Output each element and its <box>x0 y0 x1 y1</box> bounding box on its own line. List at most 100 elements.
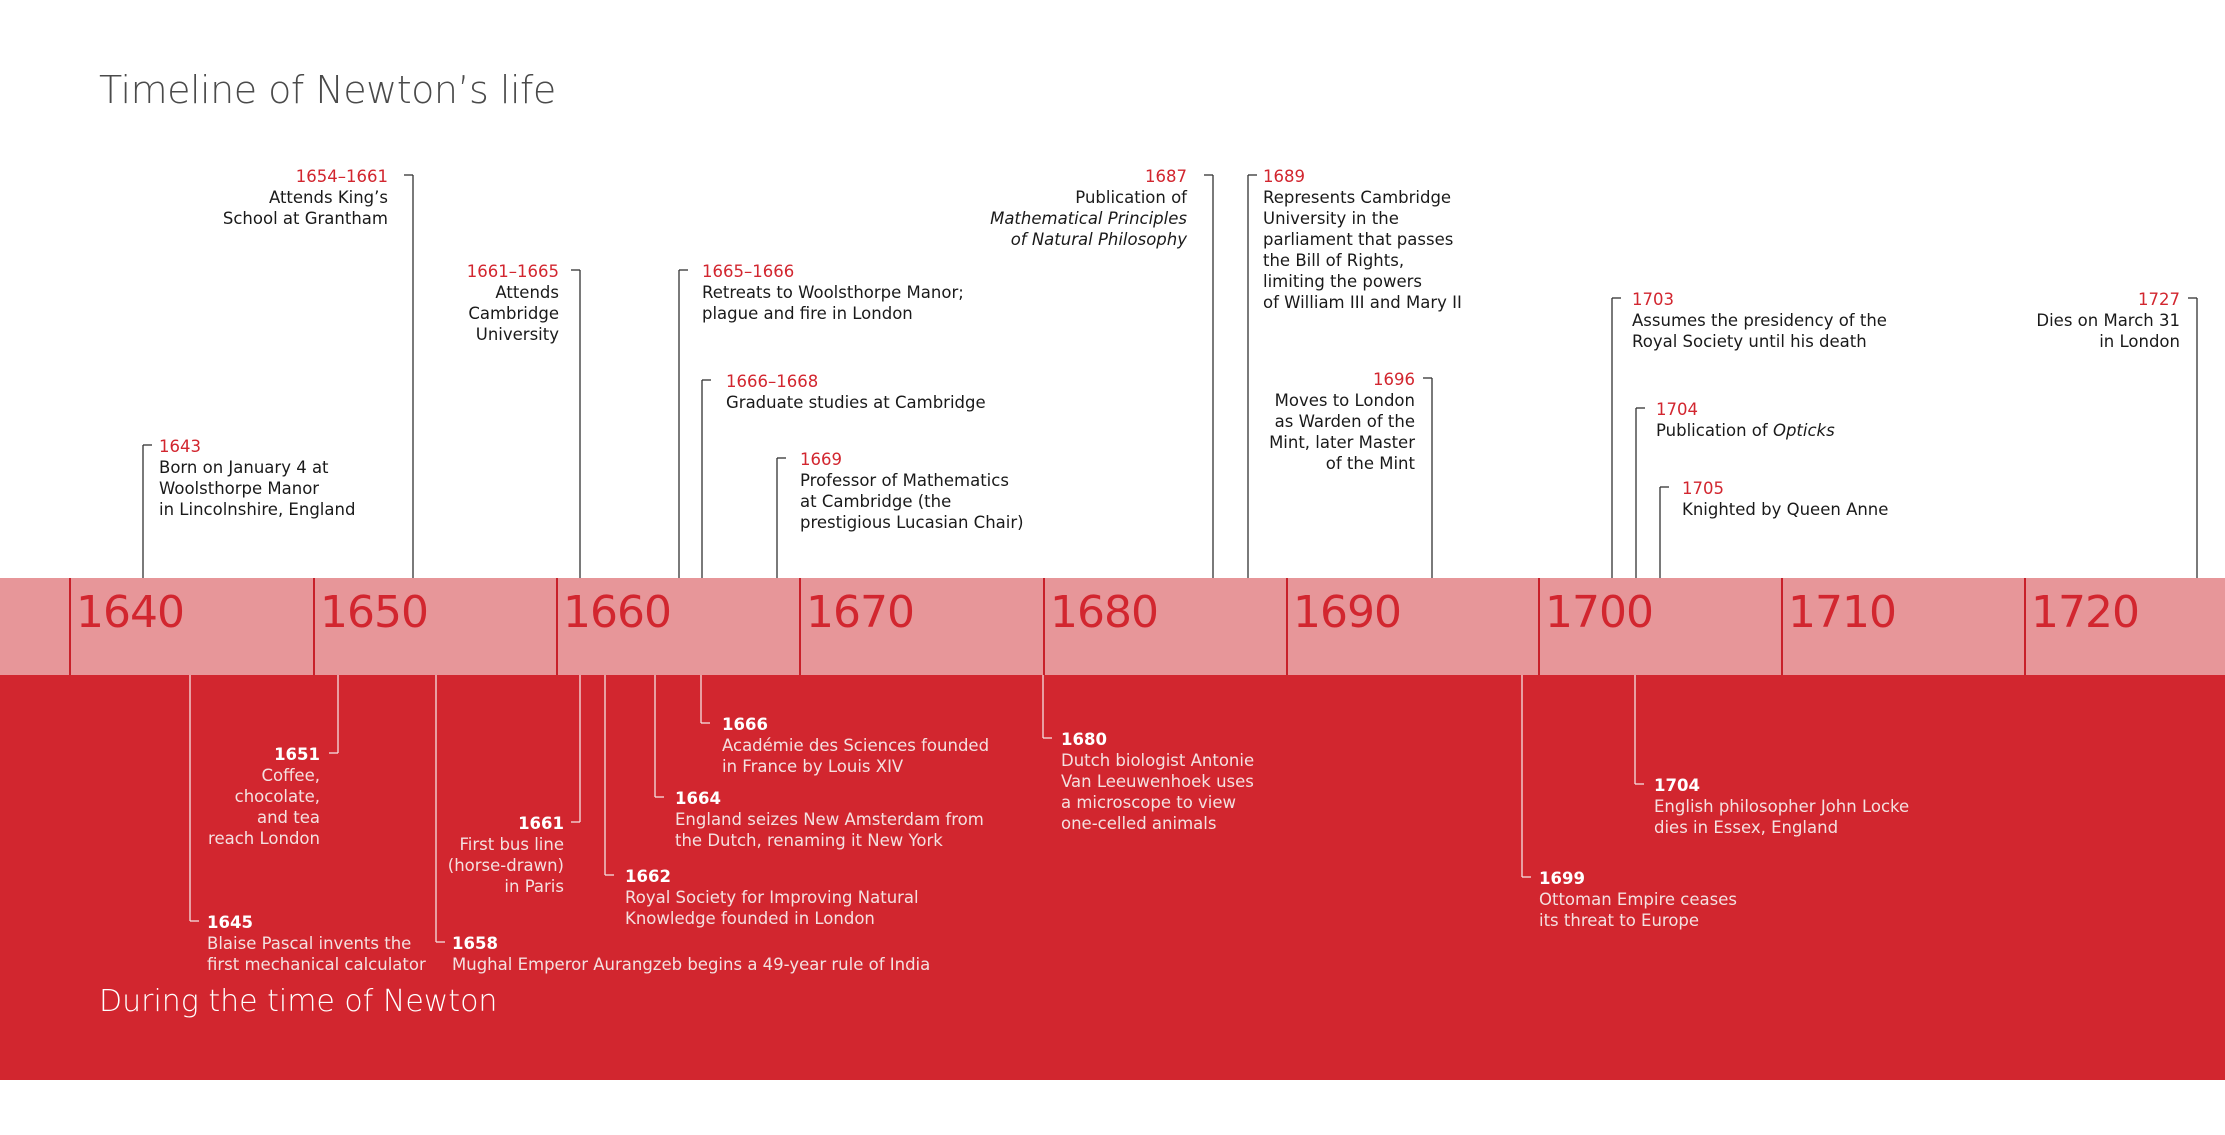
event-description-line: Woolsthorpe Manor <box>159 479 320 498</box>
event-description-line: in France by Louis XIV <box>722 757 904 776</box>
decade-label-1640: 1640 <box>76 587 185 638</box>
decade-label-1700: 1700 <box>1545 587 1654 638</box>
decade-label-1720: 1720 <box>2031 587 2140 638</box>
decade-tick-1640 <box>69 578 71 675</box>
event-year: 1680 <box>1061 730 1107 749</box>
decade-axis-band <box>0 578 2225 675</box>
world-events-band <box>0 675 2225 1080</box>
event-description-line: First bus line <box>459 835 564 854</box>
event-description-line: as Warden of the <box>1274 412 1415 431</box>
event-description-line: Coffee, <box>261 766 320 785</box>
event-description-line: a microscope to view <box>1061 793 1237 812</box>
event-description-line: prestigious Lucasian Chair) <box>800 513 1024 532</box>
event-description-line: the Bill of Rights, <box>1263 251 1405 270</box>
event-description-line: Royal Society until his death <box>1632 332 1867 351</box>
decade-label-1670: 1670 <box>806 587 915 638</box>
event-year: 1654–1661 <box>295 167 388 186</box>
newton-event-1669: 1669 Professor of Mathematics at Cambridge… <box>800 449 1024 533</box>
event-year: 1699 <box>1539 869 1585 888</box>
event-year: 1662 <box>625 867 671 886</box>
newton-event-1689: 1689 Represents Cambridge University in th… <box>1263 166 1462 313</box>
event-description-line: in Paris <box>504 877 564 896</box>
event-description: Publication of Opticks <box>1656 421 1835 440</box>
event-description-line: of Natural Philosophy <box>1010 230 1187 249</box>
decade-label-1660: 1660 <box>563 587 672 638</box>
world-event-1704: 1704 English philosopher John Locke dies i… <box>1654 775 1909 838</box>
decade-tick-1720 <box>2024 578 2026 675</box>
event-year: 1705 <box>1682 479 1724 498</box>
event-description-line: Represents Cambridge <box>1263 188 1452 207</box>
world-event-1664: 1664 England seizes New Amsterdam from the… <box>675 788 984 851</box>
event-year: 1704 <box>1654 776 1700 795</box>
event-description-line: at Cambridge (the <box>800 492 952 511</box>
event-description-line: reach London <box>208 829 320 848</box>
newton-event-1661-1665: 1661–1665 Attends Cambridge University <box>467 261 559 345</box>
decade-tick-1680 <box>1043 578 1045 675</box>
world-event-1645: 1645 Blaise Pascal invents the first mecha… <box>207 912 426 975</box>
event-description-line: Graduate studies at Cambridge <box>726 393 986 412</box>
event-description-line: Born on January 4 at <box>159 458 329 477</box>
event-year: 1704 <box>1656 400 1698 419</box>
newton-event-1643: 1643 Born on January 4 at Woolsthorpe Mano… <box>159 436 355 520</box>
event-year: 1666 <box>722 715 768 734</box>
event-year: 1727 <box>2138 290 2180 309</box>
event-description-line: School at Grantham <box>222 209 388 228</box>
event-description-line: Mughal Emperor Aurangzeb begins a 49-yea… <box>452 955 931 974</box>
world-event-1666: 1666 Académie des Sciences founded in Fran… <box>722 714 989 777</box>
decade-label-1650: 1650 <box>320 587 429 638</box>
event-description-line: in London <box>2099 332 2180 351</box>
newton-event-1666-1668: 1666–1668 Graduate studies at Cambridge <box>726 371 986 413</box>
event-year: 1651 <box>274 745 320 764</box>
event-description-line: of the Mint <box>1325 454 1415 473</box>
event-description-line: dies in Essex, England <box>1654 818 1839 837</box>
world-event-1699: 1699 Ottoman Empire ceases its threat to E… <box>1539 868 1737 931</box>
event-year: 1689 <box>1263 167 1305 186</box>
newton-event-1727: 1727 Dies on March 31 in London <box>2036 289 2180 352</box>
event-description-line: Retreats to Woolsthorpe Manor; <box>702 283 964 302</box>
event-description-line: Moves to London <box>1274 391 1415 410</box>
newton-event-1704: 1704 Publication of Opticks <box>1656 399 1835 441</box>
event-description-line: first mechanical calculator <box>207 955 426 974</box>
decade-tick-1700 <box>1538 578 1540 675</box>
event-description-line: University <box>475 325 559 344</box>
event-description-line: Dutch biologist Antonie <box>1061 751 1255 770</box>
decade-tick-1650 <box>313 578 315 675</box>
event-year: 1696 <box>1373 370 1415 389</box>
event-description-line: and tea <box>256 808 320 827</box>
newton-event-1654-1661: 1654–1661 Attends King’s School at Grantha… <box>223 166 388 229</box>
event-description-line: chocolate, <box>234 787 320 806</box>
event-year: 1687 <box>1145 167 1187 186</box>
world-event-1658: 1658 Mughal Emperor Aurangzeb begins a 49… <box>452 933 930 975</box>
event-description-line: Blaise Pascal invents the <box>207 934 412 953</box>
event-description-line: Attends <box>495 283 559 302</box>
event-description-line: plague and fire in London <box>702 304 913 323</box>
event-description-line: in Lincolnshire, England <box>159 500 356 519</box>
decade-label-1690: 1690 <box>1293 587 1402 638</box>
section-title-world: During the time of Newton <box>99 984 498 1019</box>
event-year: 1703 <box>1632 290 1674 309</box>
decade-label-1710: 1710 <box>1788 587 1897 638</box>
newton-event-1705: 1705 Knighted by Queen Anne <box>1682 478 1888 520</box>
decade-tick-1660 <box>556 578 558 675</box>
newton-event-1687: 1687 Publication of Mathematical Principle… <box>990 166 1187 250</box>
event-description-line: parliament that passes <box>1263 230 1454 249</box>
event-description-line: Royal Society for Improving Natural <box>625 888 919 907</box>
event-description-line: (horse-drawn) <box>447 856 564 875</box>
event-description-line: Cambridge <box>468 304 559 323</box>
event-description-line: Knowledge founded in London <box>625 909 875 928</box>
event-description-line: the Dutch, renaming it New York <box>675 831 943 850</box>
event-year: 1665–1666 <box>702 262 795 281</box>
event-description-line: Professor of Mathematics <box>800 471 1009 490</box>
event-year: 1661–1665 <box>466 262 559 281</box>
decade-label-1680: 1680 <box>1050 587 1159 638</box>
decade-tick-1690 <box>1286 578 1288 675</box>
event-year: 1645 <box>207 913 253 932</box>
decade-tick-1670 <box>799 578 801 675</box>
event-description-line: of William III and Mary II <box>1263 293 1462 312</box>
world-event-1680: 1680 Dutch biologist Antonie Van Leeuwenho… <box>1061 729 1254 834</box>
newton-event-1703: 1703 Assumes the presidency of the Royal S… <box>1632 289 1887 352</box>
event-year: 1666–1668 <box>726 372 819 391</box>
event-description-line: Dies on March 31 <box>2036 311 2180 330</box>
event-description-line: English philosopher John Locke <box>1654 797 1910 816</box>
